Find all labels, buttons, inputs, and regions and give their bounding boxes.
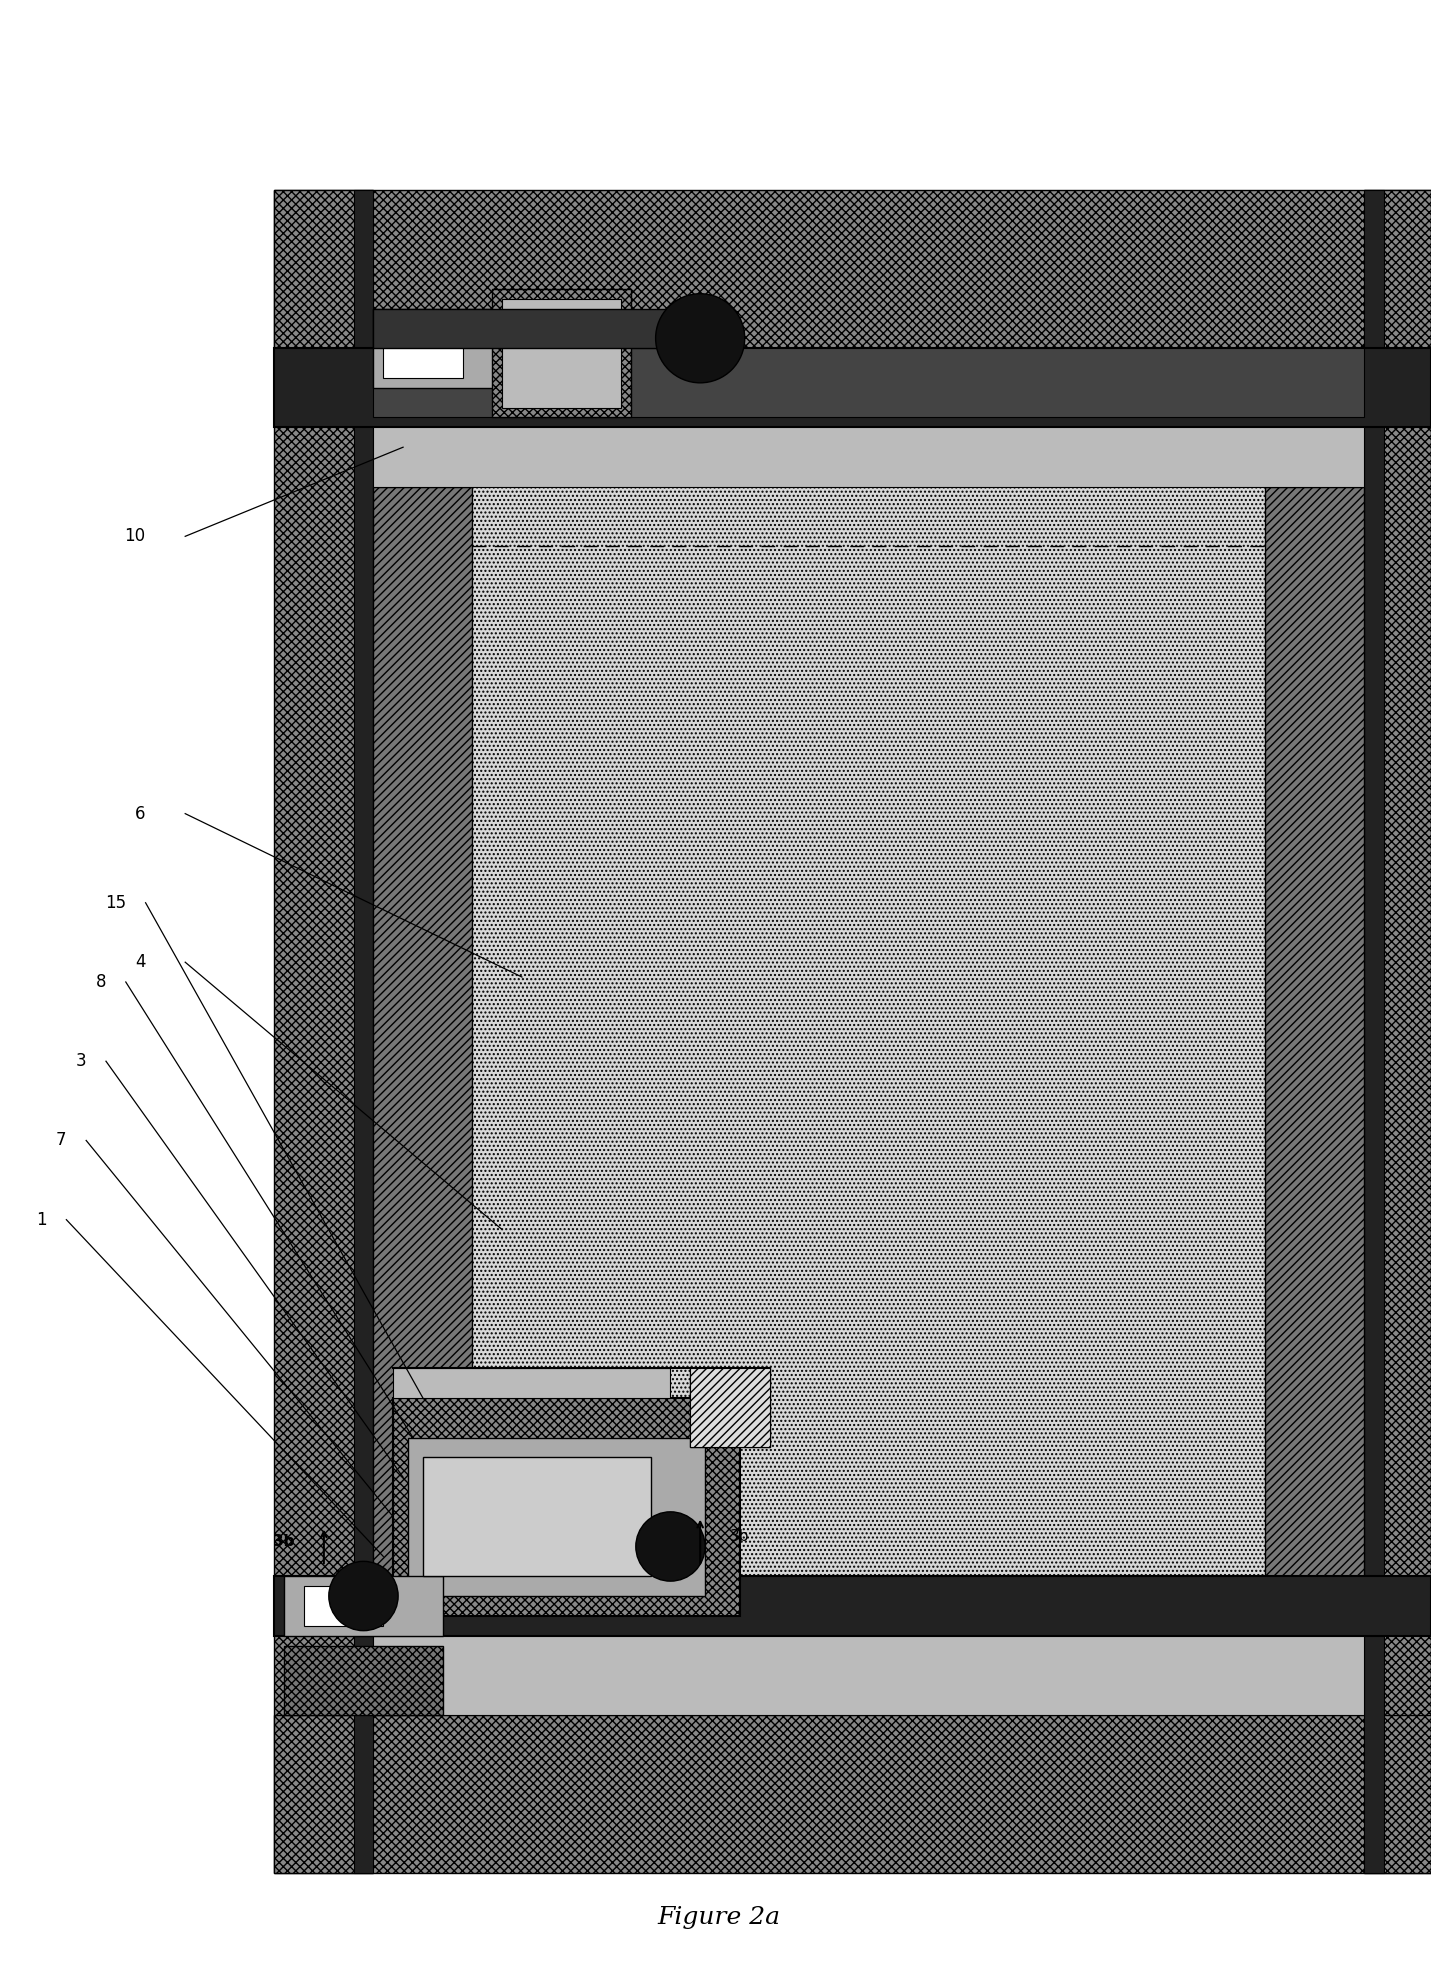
Bar	[303, 1585, 384, 1626]
Bar	[690, 1368, 769, 1448]
Text: 15: 15	[105, 895, 125, 912]
Bar	[690, 1368, 769, 1448]
Circle shape	[636, 1513, 705, 1581]
Bar	[374, 308, 512, 388]
Bar	[374, 308, 670, 347]
Text: Figure 2a: Figure 2a	[657, 1907, 781, 1929]
Bar	[1264, 487, 1363, 1575]
Bar	[374, 428, 1363, 487]
Bar	[275, 1575, 1431, 1636]
Bar	[285, 1646, 443, 1715]
Bar	[285, 1575, 443, 1636]
Text: 4: 4	[135, 954, 145, 971]
Bar	[354, 190, 374, 1874]
Bar	[408, 1438, 705, 1595]
Text: 3b: 3b	[731, 1528, 749, 1544]
Bar	[374, 347, 1363, 418]
Text: 8: 8	[95, 973, 106, 991]
Bar	[393, 1399, 739, 1617]
Bar	[275, 190, 1431, 347]
Text: 1: 1	[36, 1211, 46, 1228]
Text: 7: 7	[56, 1132, 66, 1150]
Text: 3b: 3b	[273, 1534, 295, 1550]
Circle shape	[329, 1562, 398, 1630]
Bar	[1363, 190, 1383, 1874]
Bar	[374, 487, 473, 1575]
Bar	[1363, 190, 1431, 1874]
Bar	[492, 288, 631, 418]
Bar	[423, 1458, 650, 1575]
Text: 10: 10	[125, 528, 145, 545]
Text: 6: 6	[135, 804, 145, 822]
Bar	[275, 347, 1431, 428]
Bar	[502, 298, 621, 408]
Bar	[275, 1715, 1431, 1874]
Bar	[374, 1636, 1363, 1715]
Bar	[384, 318, 463, 379]
Bar	[275, 190, 374, 1874]
Bar	[393, 1368, 670, 1399]
Text: 3: 3	[76, 1052, 86, 1069]
Circle shape	[656, 294, 745, 383]
Bar	[473, 487, 1264, 1575]
